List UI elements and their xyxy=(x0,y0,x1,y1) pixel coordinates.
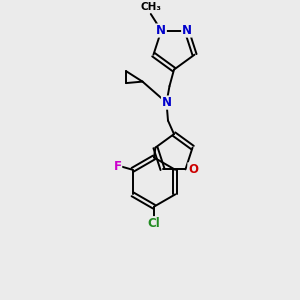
Text: F: F xyxy=(114,160,122,173)
Text: N: N xyxy=(156,24,166,37)
Text: N: N xyxy=(182,24,192,37)
Text: CH₃: CH₃ xyxy=(140,2,161,12)
Text: O: O xyxy=(188,163,198,176)
Text: N: N xyxy=(161,96,172,109)
Text: Cl: Cl xyxy=(148,217,160,230)
